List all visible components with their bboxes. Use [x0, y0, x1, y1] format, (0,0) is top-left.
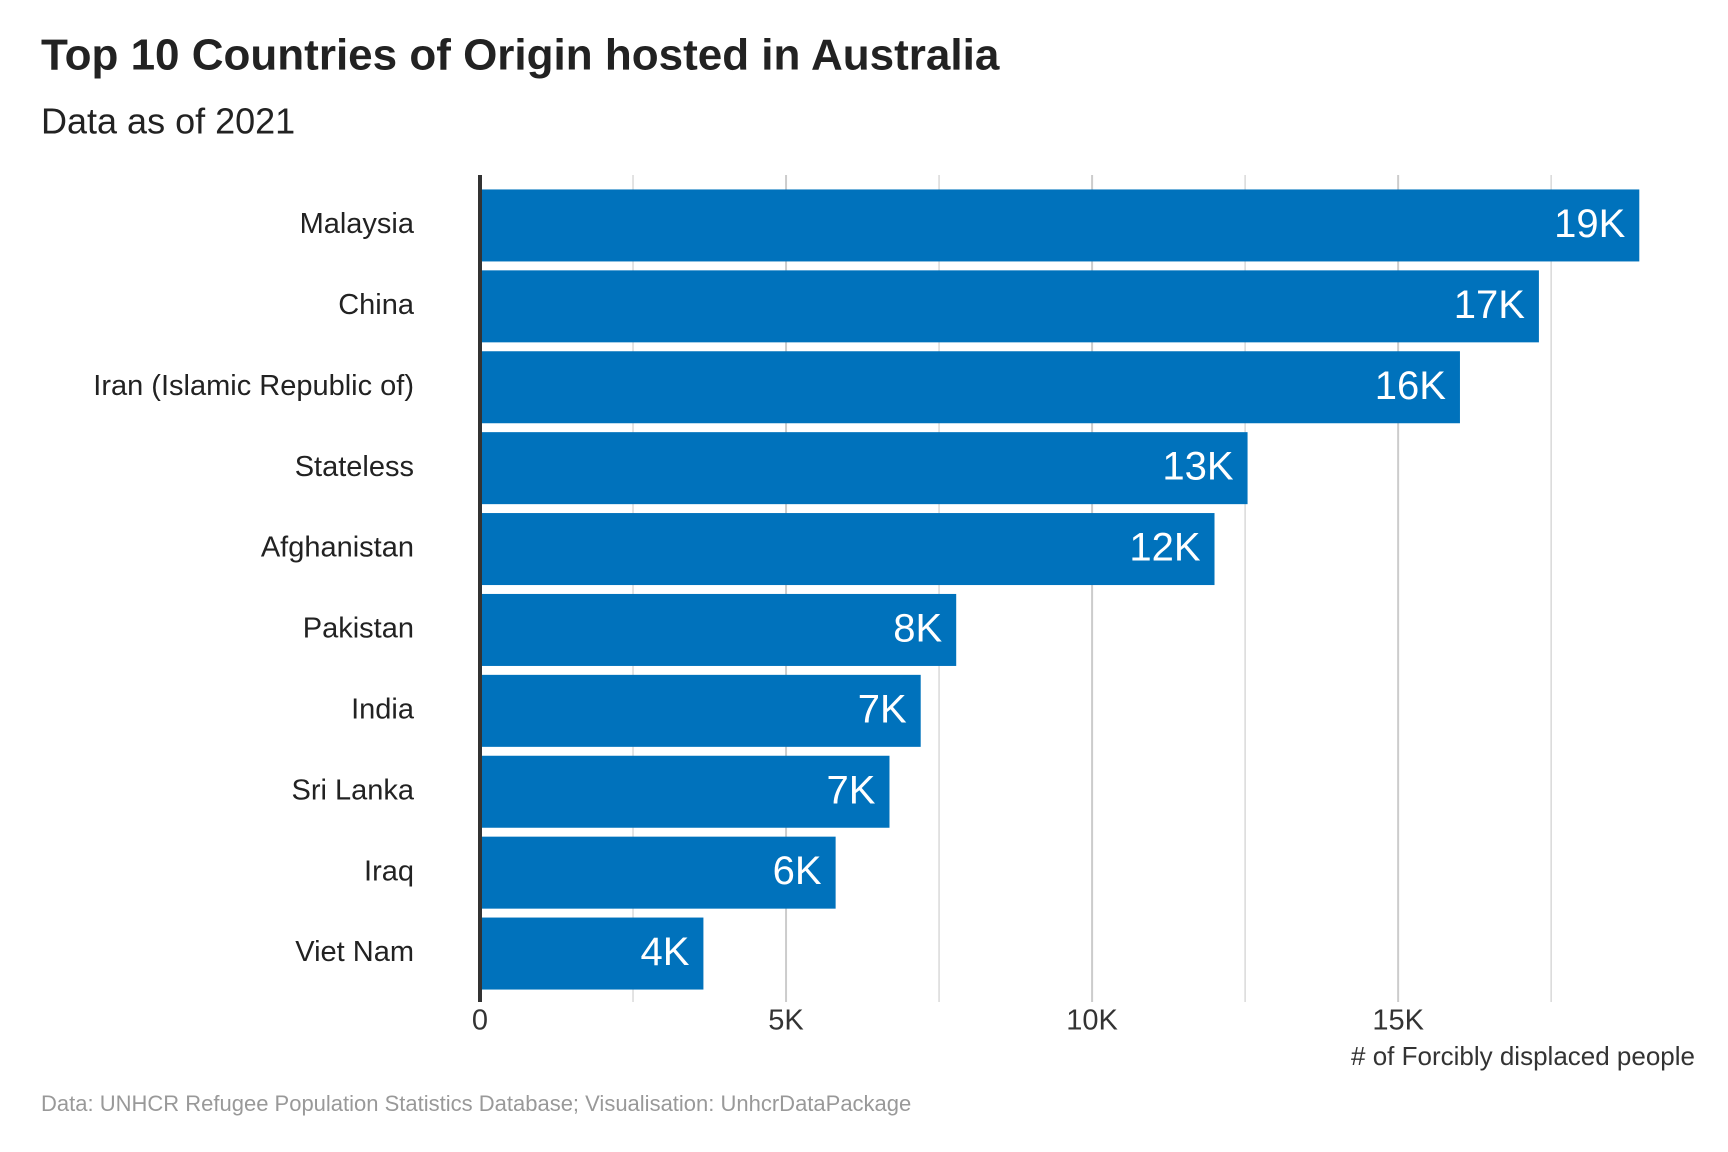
value-label: 7K: [827, 768, 876, 812]
value-label: 8K: [893, 607, 942, 651]
x-tick-label: 5K: [768, 1005, 804, 1037]
bar: [480, 917, 704, 990]
bar: [480, 513, 1215, 586]
y-tick-label: China: [338, 289, 415, 321]
value-label: 6K: [773, 849, 822, 893]
y-tick-label: India: [351, 694, 415, 726]
bar: [480, 432, 1248, 505]
y-tick-label: Malaysia: [300, 208, 415, 240]
value-label: 16K: [1375, 364, 1446, 408]
value-label: 13K: [1162, 445, 1233, 489]
bar: [480, 351, 1460, 424]
y-tick-label: Viet Nam: [295, 936, 414, 968]
value-label: 19K: [1554, 202, 1625, 246]
bar: [480, 674, 921, 747]
bar: [480, 836, 836, 909]
y-tick-label: Stateless: [295, 451, 414, 483]
y-tick-label: Afghanistan: [261, 532, 414, 564]
value-label: 17K: [1454, 283, 1525, 327]
value-label: 7K: [858, 687, 907, 731]
y-tick-label: Sri Lanka: [291, 774, 414, 806]
y-tick-label: Iraq: [364, 855, 414, 887]
x-tick-label: 0: [472, 1005, 488, 1037]
value-label: 4K: [640, 930, 689, 974]
bar: [480, 189, 1640, 262]
bar: [480, 593, 957, 666]
chart-subtitle: Data as of 2021: [41, 101, 295, 142]
x-axis-title: # of Forcibly displaced people: [1351, 1041, 1695, 1071]
bar: [480, 755, 890, 828]
chart-title: Top 10 Countries of Origin hosted in Aus…: [41, 31, 1000, 80]
x-tick-label: 15K: [1372, 1005, 1424, 1037]
x-tick-label: 10K: [1066, 1005, 1118, 1037]
y-tick-label: Pakistan: [303, 613, 414, 645]
y-tick-label: Iran (Islamic Republic of): [93, 370, 414, 402]
bar: [480, 270, 1539, 343]
caption: Data: UNHCR Refugee Population Statistic…: [41, 1091, 911, 1116]
value-label: 12K: [1129, 526, 1200, 570]
